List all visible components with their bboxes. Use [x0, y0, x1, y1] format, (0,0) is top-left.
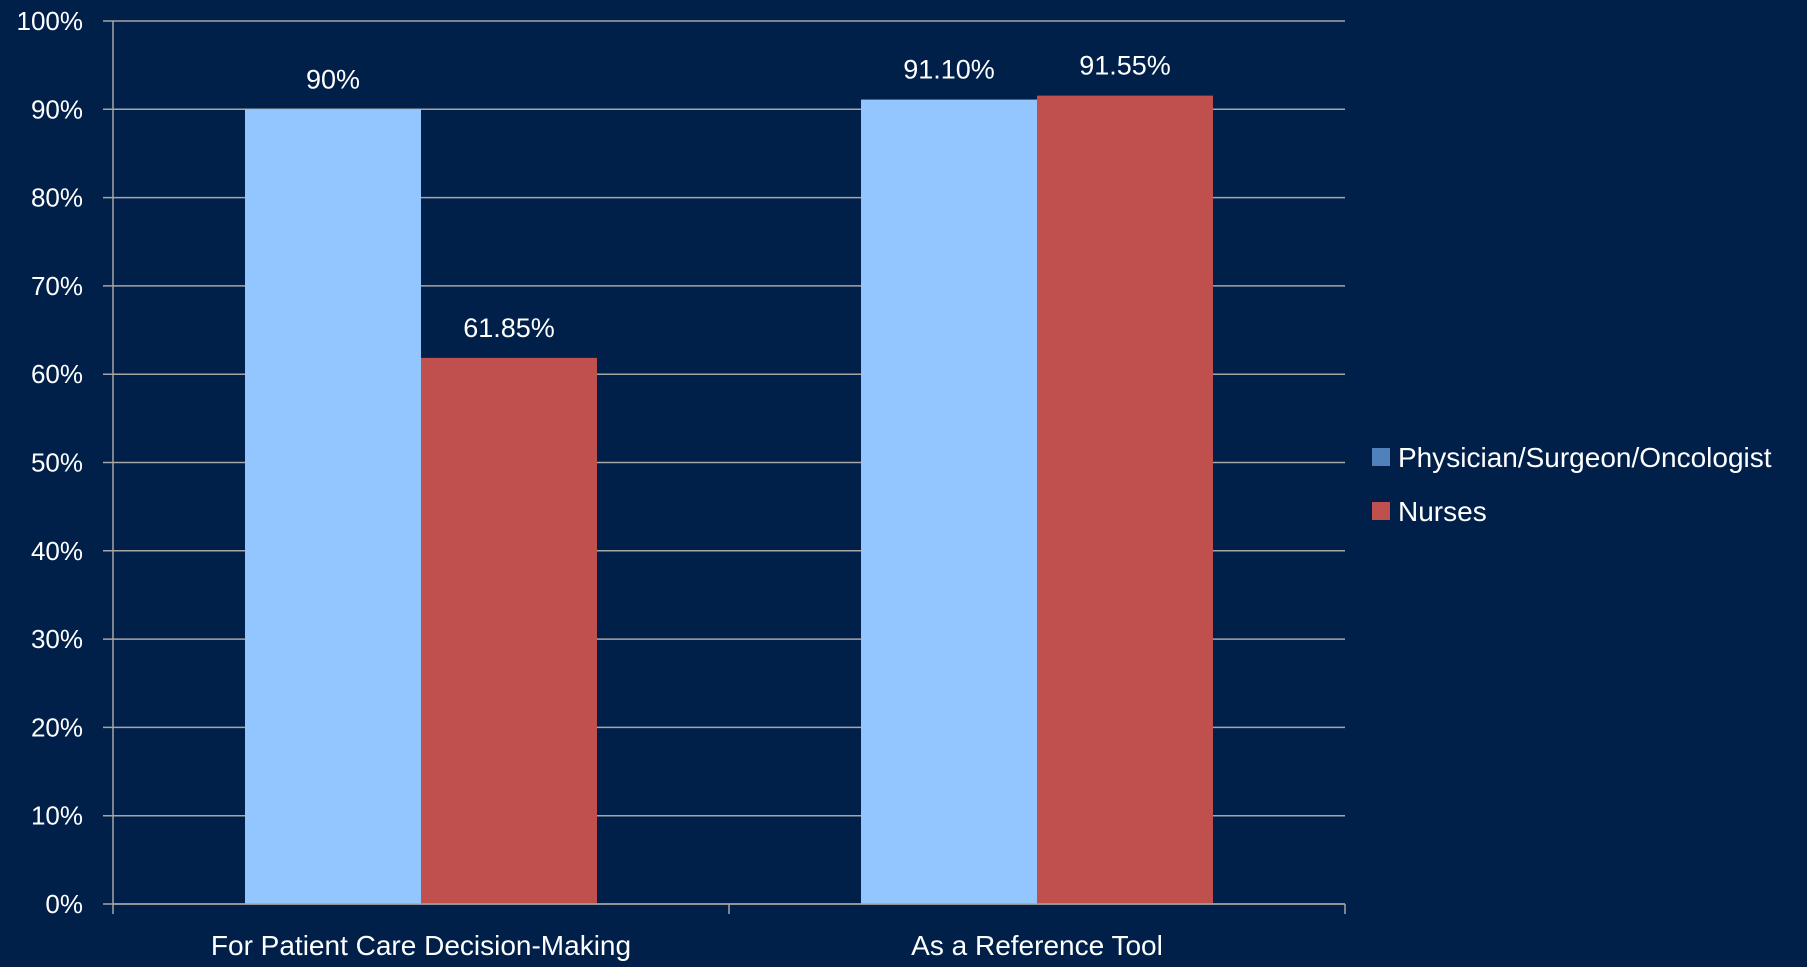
y-tick-label: 20% — [31, 712, 83, 742]
y-tick-label: 0% — [45, 889, 83, 919]
x-axis-category-labels: For Patient Care Decision-Making As a Ref… — [211, 930, 1163, 961]
x-axis — [112, 21, 1346, 914]
data-labels: 90% 61.85% 91.10% 91.55% — [306, 51, 1171, 343]
y-tick-label: 40% — [31, 536, 83, 566]
x-category-label: For Patient Care Decision-Making — [211, 930, 631, 961]
y-tick-label: 30% — [31, 624, 83, 654]
y-tick-label: 80% — [31, 183, 83, 213]
y-axis-tick-labels: 0% 10% 20% 30% 40% 50% 60% 70% 80% 90% 100% — [17, 6, 84, 919]
bar — [1037, 95, 1213, 904]
y-tick-label: 60% — [31, 359, 83, 389]
y-tick-label: 90% — [31, 94, 83, 124]
bar — [245, 109, 421, 905]
data-label: 91.55% — [1079, 51, 1171, 81]
legend-swatch — [1372, 448, 1390, 466]
data-label: 90% — [306, 64, 360, 94]
y-tick-label: 10% — [31, 801, 83, 831]
y-tick-label: 100% — [17, 6, 84, 36]
bar — [421, 357, 597, 904]
y-tick-label: 50% — [31, 448, 83, 478]
data-label: 91.10% — [903, 55, 995, 85]
data-label: 61.85% — [463, 313, 555, 343]
legend-swatch — [1372, 502, 1390, 520]
bars — [245, 95, 1213, 905]
legend-label: Nurses — [1398, 496, 1487, 527]
y-tick-label: 70% — [31, 271, 83, 301]
legend-label: Physician/Surgeon/Oncologist — [1398, 442, 1772, 473]
x-category-label: As a Reference Tool — [911, 930, 1163, 961]
bar — [861, 99, 1037, 905]
legend: Physician/Surgeon/Oncologist Nurses — [1372, 442, 1772, 527]
